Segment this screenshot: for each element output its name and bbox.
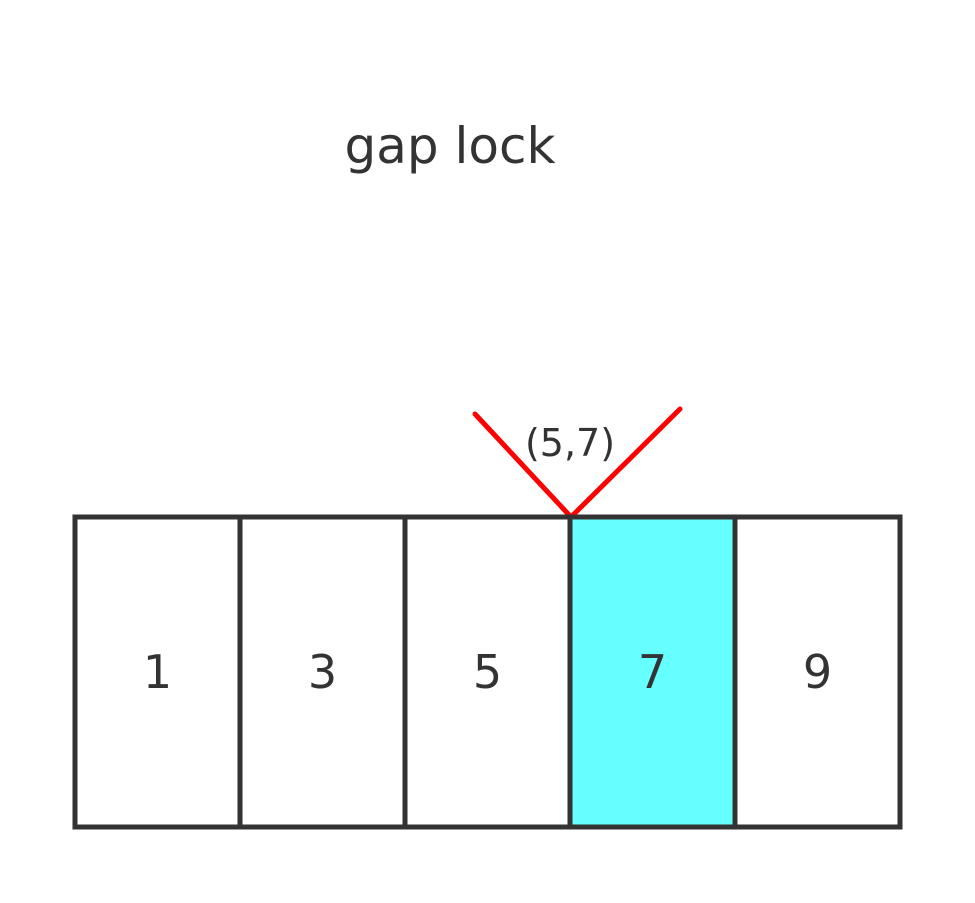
record-cell-value: 3 [308,645,337,699]
record-cell-9: 9 [732,514,903,830]
record-cell-box [402,514,573,830]
record-cell-box [732,514,903,830]
record-cell-1: 1 [72,514,243,830]
record-cell-box [237,514,408,830]
gap-marker: (5,7) [472,406,683,520]
record-cell-value: 9 [803,645,832,699]
record-cell-value: 1 [143,645,172,699]
diagram-title: gap lock [345,117,556,175]
record-cell-value: 5 [473,645,502,699]
record-cell-box [567,514,738,830]
gap-range-label: (5,7) [525,421,615,465]
record-cell-5: 5 [402,514,573,830]
record-cell-7: 7 [567,514,738,830]
gap-marker-left-line [472,411,574,520]
record-cell-3: 3 [237,514,408,830]
record-cell-value: 7 [638,645,667,699]
index-record-row: 1 3 5 7 9 [72,514,903,830]
gap-marker-right-line [568,406,683,520]
